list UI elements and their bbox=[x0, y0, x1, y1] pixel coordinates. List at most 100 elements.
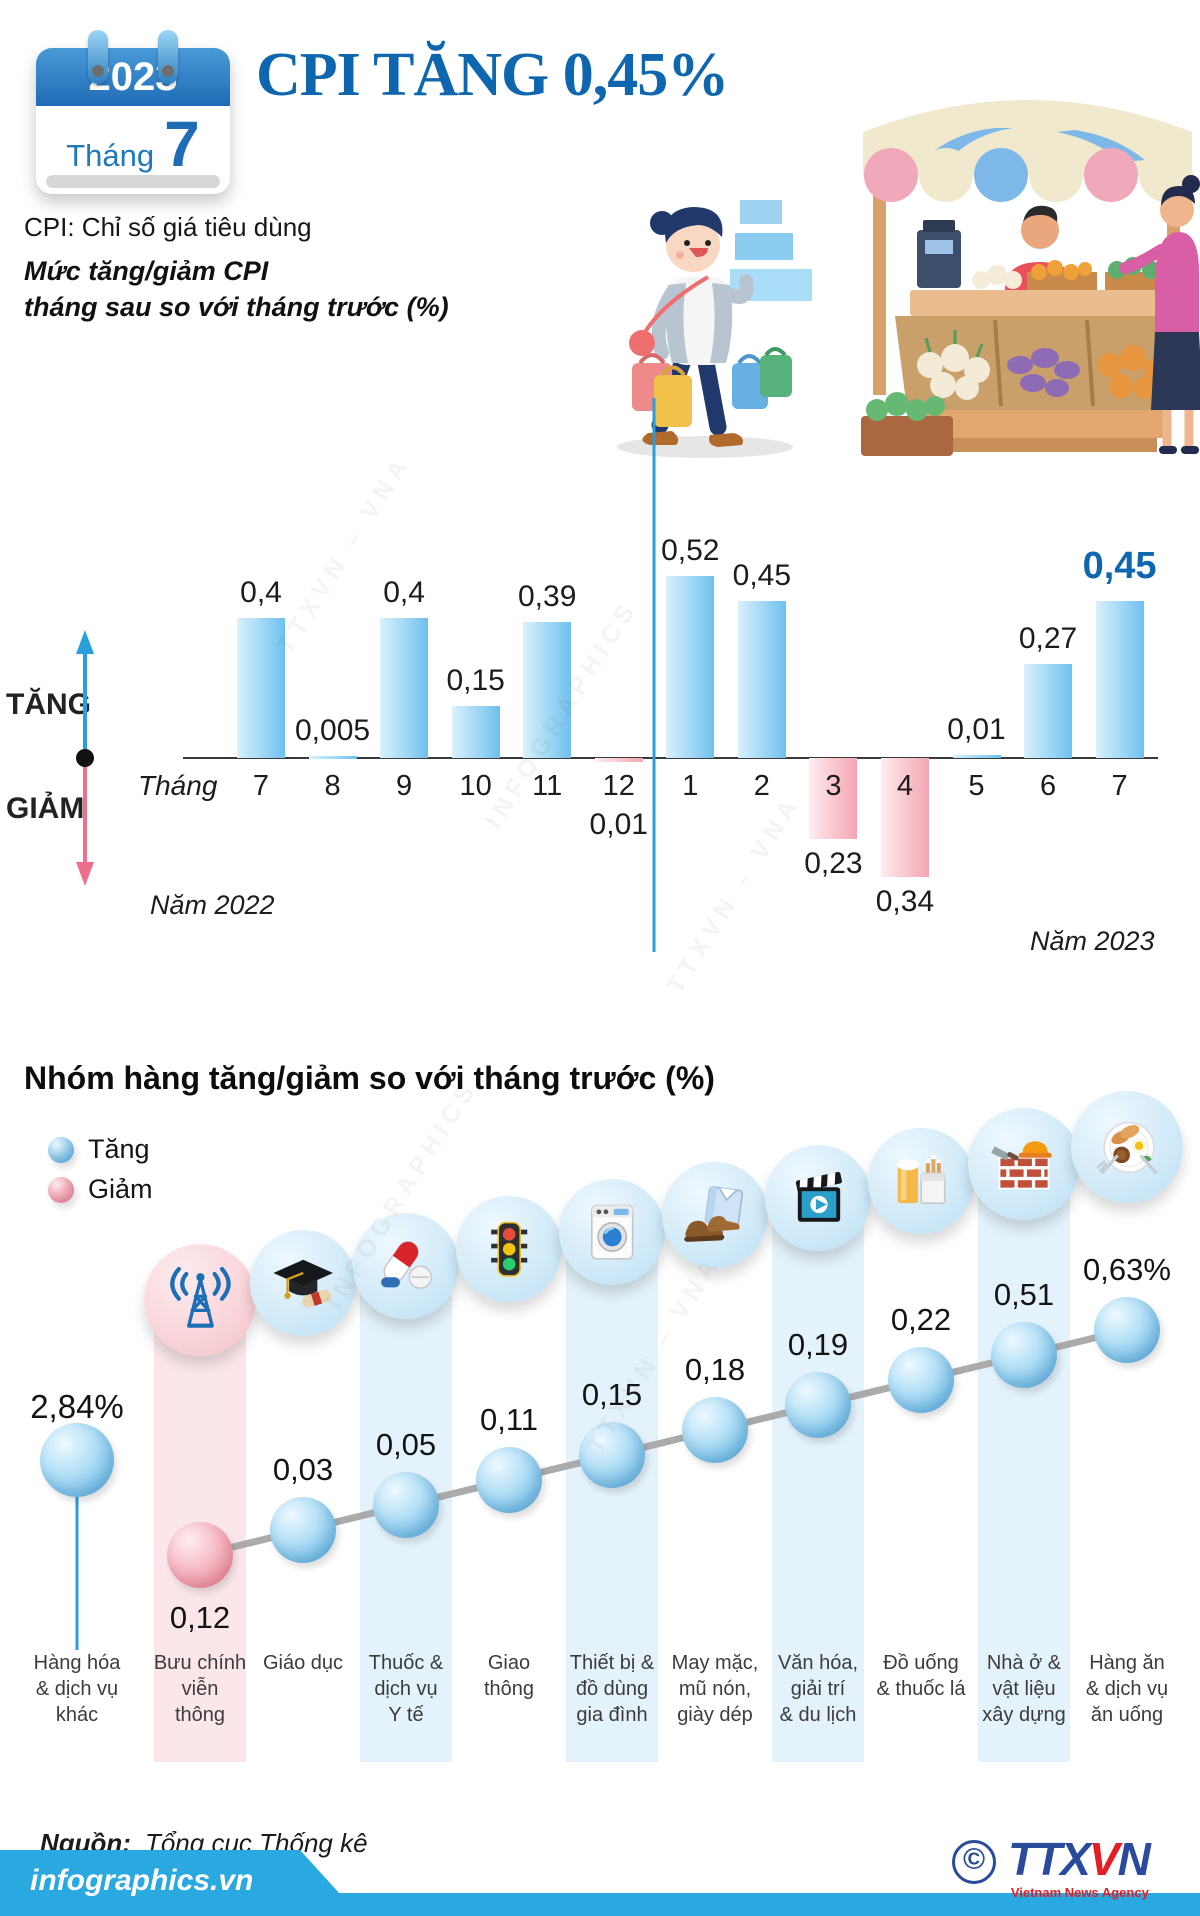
cpi-bar bbox=[952, 754, 1001, 758]
brand-banner: infographics.vn bbox=[0, 1850, 360, 1916]
bar-value-label: 0,45 bbox=[732, 558, 792, 592]
bar-value-label: 0,39 bbox=[517, 579, 577, 613]
bar-value-label: 0,005 bbox=[295, 714, 371, 748]
shopper-illustration bbox=[617, 200, 812, 458]
month-label: 12 bbox=[602, 770, 635, 802]
calendar-icon: 2023 Tháng 7 bbox=[36, 30, 230, 194]
legend-item-giam: Giảm bbox=[48, 1174, 153, 1205]
bar-value-label: 0,01 bbox=[947, 712, 1006, 746]
category-label: Thiết bị & đồ dùng gia đình bbox=[569, 1652, 655, 1726]
legend-up-ball-icon bbox=[48, 1136, 74, 1163]
cpi-bar bbox=[237, 618, 285, 758]
chart-note-line1: Mức tăng/giảm CPI bbox=[24, 256, 269, 286]
market-stall-illustration bbox=[861, 100, 1200, 456]
data-point-ball bbox=[682, 1397, 748, 1463]
data-point-value: 2,84% bbox=[30, 1388, 124, 1425]
legend-down-label: GIẢM bbox=[6, 792, 85, 825]
calendar-month: Tháng 7 bbox=[36, 108, 230, 180]
year-2022-label: Năm 2022 bbox=[150, 890, 275, 920]
calendar-month-label: Tháng bbox=[66, 138, 155, 173]
cpi-bar bbox=[523, 621, 572, 758]
category-label: Thuốc & dịch vụ Y tế bbox=[368, 1652, 444, 1726]
data-point-ball bbox=[579, 1422, 645, 1488]
legend-down-text: Giảm bbox=[88, 1174, 153, 1204]
copyright-icon: © bbox=[952, 1840, 996, 1884]
category-icon-beverage-tobacco bbox=[868, 1128, 974, 1234]
data-point-ball bbox=[40, 1423, 114, 1497]
month-label: 2 bbox=[753, 770, 770, 802]
month-label: 11 bbox=[532, 770, 563, 802]
category-label: Đồ uống & thuốc lá bbox=[876, 1652, 966, 1700]
bar-value-label: 0,4 bbox=[240, 576, 282, 609]
bar-value-label: 0,34 bbox=[875, 885, 935, 918]
category-label: Hàng ăn & dịch vụ ăn uống bbox=[1085, 1652, 1169, 1726]
data-point-ball bbox=[167, 1522, 233, 1588]
legend-up-label: TĂNG bbox=[6, 688, 91, 721]
calendar-year: 2023 bbox=[36, 48, 230, 106]
category-label: Giáo dục bbox=[262, 1652, 344, 1674]
cpi-bar bbox=[737, 600, 786, 758]
category-icon-entertainment bbox=[765, 1145, 871, 1251]
category-label: May mặc, mũ nón, giày dép bbox=[671, 1652, 759, 1726]
category-icon-traffic-light bbox=[456, 1196, 562, 1302]
data-point-ball bbox=[373, 1472, 439, 1538]
section-title: Nhóm hàng tăng/giảm so với tháng trước (… bbox=[24, 1060, 715, 1096]
data-point-ball bbox=[991, 1322, 1057, 1388]
bar-value-label: 0,01 bbox=[589, 808, 648, 841]
bar-value-label: 0,27 bbox=[1018, 621, 1078, 655]
axis-origin-dot bbox=[76, 749, 94, 767]
cpi-bar bbox=[594, 758, 643, 762]
data-point-value: 0,12 bbox=[169, 1600, 231, 1635]
cpi-bar bbox=[666, 576, 715, 758]
month-label: 6 bbox=[1039, 770, 1057, 802]
calendar-ring-icon bbox=[158, 30, 178, 84]
category-label: Hàng hóa & dịch vụ khác bbox=[33, 1652, 121, 1726]
legend-down-ball-icon bbox=[48, 1176, 74, 1203]
year-2023-label: Năm 2023 bbox=[1030, 926, 1155, 956]
ttxvn-logo: © TTXVN Vietnam News Agency bbox=[952, 1836, 1188, 1900]
category-label: Giao thông bbox=[483, 1652, 535, 1700]
cpi-bar bbox=[809, 758, 858, 839]
bar-value-label: 0,52 bbox=[661, 534, 720, 567]
bar-value-label: 0,45 bbox=[1082, 544, 1157, 587]
calendar-ring-icon bbox=[88, 30, 108, 84]
month-label: 1 bbox=[682, 770, 699, 802]
page-title: CPI TĂNG 0,45% bbox=[256, 41, 729, 109]
category-icon-food bbox=[1071, 1091, 1183, 1203]
data-point-ball bbox=[476, 1447, 542, 1513]
chart-note-line2: tháng sau so với tháng trước (%) bbox=[24, 292, 449, 322]
cpi-bar bbox=[380, 618, 429, 758]
cpi-bar bbox=[1095, 600, 1144, 758]
cpi-bar bbox=[1024, 663, 1073, 758]
month-label: 10 bbox=[459, 770, 492, 802]
category-icon-graduation-cap bbox=[250, 1230, 356, 1336]
category-label: Văn hóa, giải trí & du lịch bbox=[777, 1652, 859, 1726]
month-label: 7 bbox=[1111, 770, 1128, 802]
axis-prefix-label: Tháng bbox=[138, 770, 218, 801]
data-point-value: 0,63% bbox=[1083, 1252, 1171, 1287]
category-icon-washing-machine bbox=[559, 1179, 665, 1285]
legend-up-text: Tăng bbox=[88, 1134, 150, 1164]
category-icon-antenna bbox=[144, 1244, 256, 1356]
category-icon-medicine bbox=[353, 1213, 459, 1319]
category-icon-clothing bbox=[662, 1162, 768, 1268]
legend-item-tang: Tăng bbox=[48, 1134, 150, 1165]
month-label: 9 bbox=[396, 770, 413, 802]
calendar-strip bbox=[46, 175, 220, 188]
month-label: 4 bbox=[896, 770, 913, 802]
category-label: Bưu chính viễn thông bbox=[153, 1652, 247, 1726]
bar-value-label: 0,23 bbox=[804, 846, 863, 880]
calendar-month-number: 7 bbox=[164, 108, 200, 180]
month-label: 8 bbox=[324, 770, 341, 802]
cpi-bar bbox=[451, 705, 500, 758]
month-label: 3 bbox=[825, 770, 842, 802]
cpi-bar bbox=[308, 756, 357, 760]
category-icon-construction bbox=[968, 1108, 1080, 1220]
month-label: 7 bbox=[252, 770, 270, 802]
agency-name: TTXVN bbox=[1008, 1833, 1151, 1885]
brand-text: infographics.vn bbox=[30, 1864, 254, 1897]
category-label: Nhà ở & vật liệu xây dựng bbox=[982, 1652, 1066, 1726]
month-label: 5 bbox=[968, 770, 985, 802]
cpi-definition: CPI: Chỉ số giá tiêu dùng bbox=[24, 212, 312, 242]
